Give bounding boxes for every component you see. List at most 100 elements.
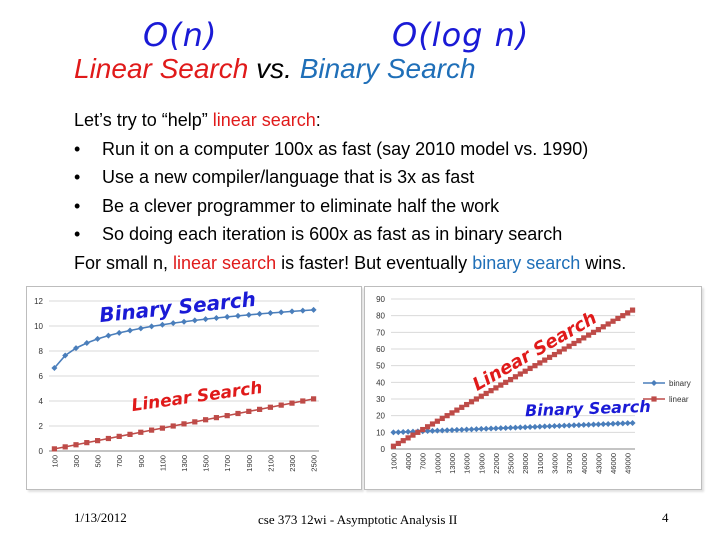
data-point-binary [585,421,592,428]
conclusion-binary-search: binary search [472,252,581,273]
data-point-linear [468,399,475,405]
data-point-linear [478,393,484,399]
data-point-binary [527,424,534,431]
data-point-binary [267,310,274,316]
data-point-linear [454,407,460,413]
x-tick-label: 43000 [594,453,603,474]
x-tick-label: 100 [50,455,59,468]
x-tick-label: 19000 [477,453,486,474]
data-point-binary [299,307,306,314]
data-point-linear [556,349,562,355]
data-point-linear [551,351,558,358]
data-point-binary [256,310,263,317]
data-point-binary [458,426,465,433]
data-point-linear [434,418,440,424]
data-point-binary [159,321,166,328]
data-point-binary [463,426,470,433]
footer-course: cse 373 12wi - Asymptotic Analysis II [258,512,458,527]
data-point-binary [278,309,285,316]
x-tick-label: 13000 [448,453,457,474]
data-point-linear [257,406,263,412]
bullet-item: • Use a new compiler/language that is 3x … [74,163,714,192]
data-point-linear [522,368,528,374]
data-point-binary [571,422,577,429]
x-tick-label: 34000 [550,453,559,474]
data-point-binary [595,421,602,428]
footer-page-number: 4 [662,510,669,525]
y-tick-label: 4 [39,397,44,406]
data-point-binary [507,424,514,431]
x-tick-label: 16000 [463,453,472,474]
data-point-linear [600,324,606,330]
data-point-binary [478,425,485,432]
title-binary-search: Binary Search [299,53,476,84]
data-point-linear [235,410,241,417]
footer-date: 1/13/2012 [74,510,127,525]
data-point-binary [497,425,504,432]
y-tick-label: 0 [39,447,44,456]
x-tick-label: 31000 [536,453,545,474]
bullet-item: • So doing each iteration is 600x as fast… [74,220,714,249]
data-point-linear [420,426,426,433]
data-point-linear [289,400,295,406]
data-point-linear [483,390,489,397]
y-tick-label: 20 [376,412,385,421]
y-tick-label: 90 [376,295,385,304]
data-point-linear [444,413,450,419]
x-tick-label: 1100 [158,455,167,471]
data-point-binary [449,427,455,434]
data-point-binary [590,421,597,428]
data-point-linear [62,444,68,450]
data-point-linear [429,421,436,427]
y-tick-label: 60 [376,345,385,354]
data-point-binary [429,427,436,434]
intro-line: Let’s try to “help” linear search: [74,106,714,135]
data-point-binary [517,424,524,431]
data-point-binary [580,421,587,428]
bullet-marker: • [74,138,81,159]
y-tick-label: 10 [34,322,43,331]
series-line-binary [53,309,314,369]
intro-linear-search: linear search [212,110,316,130]
data-point-linear [415,429,421,435]
data-point-binary [83,340,90,346]
data-point-binary [116,329,123,336]
data-point-binary [522,424,529,431]
data-point-binary [453,426,460,433]
data-point-binary [94,335,101,342]
data-point-linear [149,427,155,433]
data-point-binary [51,365,58,371]
y-tick-label: 40 [376,378,385,387]
data-point-binary [73,345,79,352]
y-tick-label: 6 [39,372,44,381]
data-point-linear [517,371,523,377]
data-point-linear [127,431,133,437]
data-point-linear [84,440,90,446]
data-point-binary [551,423,558,430]
data-point-binary [444,427,451,434]
data-point-linear [610,318,616,324]
y-tick-label: 2 [39,422,44,431]
x-tick-label: 10000 [433,453,442,474]
data-point-binary [235,312,241,319]
data-point-linear [571,340,577,347]
data-point-linear [561,346,567,352]
x-tick-label: 1000 [389,453,398,470]
bullet-item: • Run it on a computer 100x as fast (say … [74,135,714,164]
data-point-linear [405,435,411,441]
x-tick-label: 900 [137,455,146,468]
data-point-binary [137,325,144,332]
data-point-linear [116,433,122,439]
data-point-binary [213,315,220,321]
y-tick-label: 10 [376,428,385,437]
data-point-linear [595,326,601,333]
slide-title: Linear Search vs. Binary Search [74,53,476,85]
intro-colon: : [315,110,321,130]
y-tick-label: 30 [376,395,385,404]
data-point-binary [405,428,412,435]
data-point-binary [424,428,431,435]
handwritten-o-n: O(n) [143,16,218,54]
data-point-binary [541,423,548,430]
data-point-linear [459,404,465,410]
data-point-binary [62,352,69,359]
